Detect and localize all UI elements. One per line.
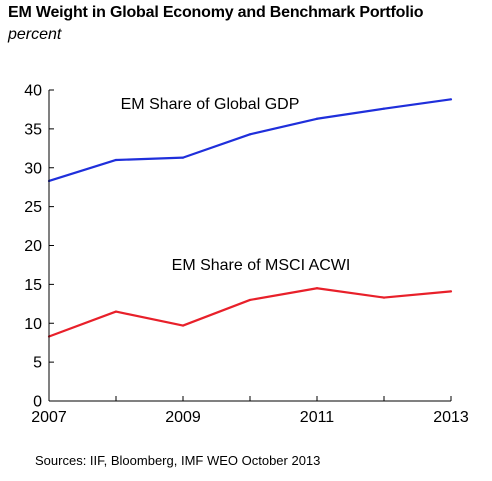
x-tick-label: 2007 — [31, 409, 67, 426]
data-point-msci — [114, 310, 118, 313]
data-point-gdp — [114, 158, 118, 162]
data-point-msci — [382, 296, 386, 299]
data-point-gdp — [181, 156, 185, 159]
source-note: Sources: IIF, Bloomberg, IMF WEO October… — [35, 453, 321, 468]
data-point-msci — [315, 287, 319, 290]
series-label-gdp: EM Share of Global GDP — [121, 96, 300, 113]
series-label-msci: EM Share of MSCI ACWI — [172, 257, 351, 274]
x-tick-label: 2013 — [433, 409, 469, 426]
y-tick-label: 5 — [33, 355, 42, 372]
data-point-msci — [449, 290, 453, 293]
data-point-gdp — [449, 98, 453, 101]
y-tick-label: 25 — [24, 199, 42, 216]
data-point-gdp — [382, 107, 386, 110]
data-point-gdp — [248, 133, 252, 136]
chart-subtitle: percent — [8, 26, 62, 43]
data-point-gdp — [315, 117, 319, 120]
x-tick-label: 2009 — [165, 409, 201, 426]
y-tick-label: 20 — [24, 238, 42, 255]
y-axis-ticks: 0 5 10 15 20 25 30 35 40 — [24, 83, 54, 411]
series-line-msci — [48, 287, 452, 338]
y-tick-label: 30 — [24, 160, 42, 177]
series-layer — [47, 98, 453, 338]
chart-title: EM Weight in Global Economy and Benchmar… — [8, 4, 424, 21]
series-labels: EM Share of Global GDP EM Share of MSCI A… — [121, 96, 351, 274]
y-tick-label: 10 — [24, 316, 42, 333]
y-tick-label: 35 — [24, 121, 42, 138]
y-tick-label: 40 — [24, 83, 42, 100]
data-point-msci — [248, 298, 252, 302]
data-point-msci — [181, 324, 185, 327]
y-tick-label: 15 — [24, 277, 42, 294]
x-tick-label: 2011 — [300, 409, 335, 426]
y-tick-label: 0 — [33, 394, 42, 411]
